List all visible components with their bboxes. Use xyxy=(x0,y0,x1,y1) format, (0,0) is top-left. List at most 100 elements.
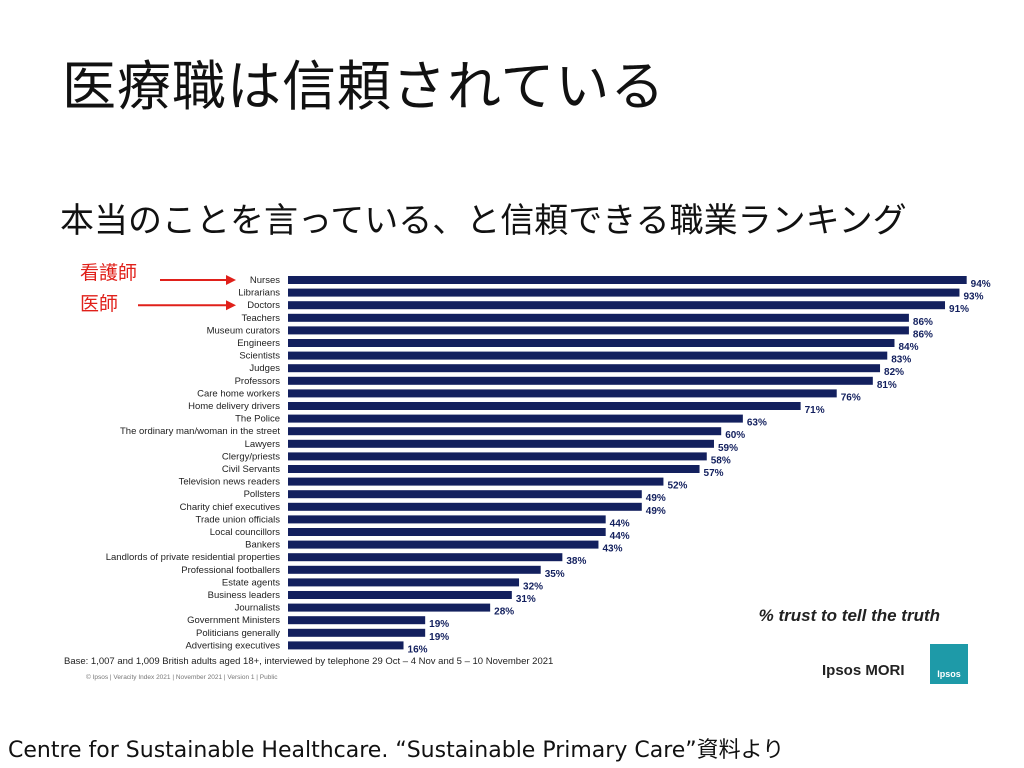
base-note: Base: 1,007 and 1,009 British adults age… xyxy=(64,656,554,667)
bar xyxy=(288,326,909,335)
bar xyxy=(288,540,599,549)
bar xyxy=(288,565,541,574)
ipsos-logo: Ipsos xyxy=(930,644,968,684)
bar xyxy=(288,528,606,536)
category-label: Estate agents xyxy=(222,577,280,588)
annotation-nurses-label: 看護師 xyxy=(80,262,138,284)
bar xyxy=(288,641,404,650)
category-label: Politicians generally xyxy=(196,628,280,639)
category-label: Doctors xyxy=(247,300,280,311)
category-label: Scientists xyxy=(239,351,280,362)
bar xyxy=(288,502,642,511)
value-label: 86% xyxy=(913,329,933,340)
category-label: Lawyers xyxy=(245,439,281,450)
category-label: Teachers xyxy=(241,313,280,324)
bar xyxy=(288,439,714,448)
bar xyxy=(288,288,960,297)
annotation-arrow-head xyxy=(226,275,236,285)
bar xyxy=(288,351,888,360)
value-label: 49% xyxy=(646,493,666,504)
bar xyxy=(288,477,664,486)
annotation-doctors-label: 医師 xyxy=(80,293,119,315)
source-citation: Centre for Sustainable Healthcare. “Sust… xyxy=(8,738,785,763)
value-label: 76% xyxy=(841,392,861,403)
value-label: 60% xyxy=(725,430,745,441)
category-label: Advertising executives xyxy=(185,640,280,651)
value-label: 59% xyxy=(718,443,738,454)
category-label: Clergy/priests xyxy=(222,451,280,462)
category-label: Pollsters xyxy=(244,489,281,500)
value-label: 19% xyxy=(429,632,449,643)
category-label: Local councillors xyxy=(210,527,280,538)
copyright-note: © Ipsos | Veracity Index 2021 | November… xyxy=(86,674,278,681)
bar xyxy=(288,515,606,524)
value-label: 71% xyxy=(805,405,825,416)
value-label: 82% xyxy=(884,367,904,378)
category-label: Museum curators xyxy=(207,325,281,336)
bar xyxy=(288,578,520,587)
value-label: 44% xyxy=(610,531,630,542)
value-label: 32% xyxy=(523,581,543,592)
value-label: 91% xyxy=(949,304,969,315)
bar xyxy=(288,427,722,436)
bar xyxy=(288,276,967,284)
value-label: 49% xyxy=(646,506,666,517)
bar xyxy=(288,376,873,385)
value-label: 43% xyxy=(602,544,622,555)
value-label: 84% xyxy=(898,342,918,353)
value-label: 58% xyxy=(711,455,731,466)
bar xyxy=(288,389,837,398)
value-label: 44% xyxy=(610,518,630,529)
category-label: Television news readers xyxy=(179,477,281,488)
bar xyxy=(288,591,512,599)
category-label: Civil Servants xyxy=(222,464,280,475)
brand-name: Ipsos MORI xyxy=(822,662,905,679)
bar xyxy=(288,339,895,347)
value-label: 28% xyxy=(494,607,514,618)
category-label: Care home workers xyxy=(197,388,280,399)
value-label: 63% xyxy=(747,418,767,429)
bar xyxy=(288,616,426,625)
logo-text: Ipsos xyxy=(937,669,961,679)
bar xyxy=(288,553,563,562)
value-label: 93% xyxy=(963,292,983,303)
value-label: 31% xyxy=(516,594,536,605)
bar xyxy=(288,490,642,499)
bar xyxy=(288,364,881,373)
bar xyxy=(288,603,491,612)
category-label: Journalists xyxy=(235,603,281,614)
value-label: 19% xyxy=(429,619,449,630)
category-label: The Police xyxy=(235,414,280,425)
category-label: The ordinary man/woman in the street xyxy=(120,426,280,437)
category-label: Bankers xyxy=(245,540,280,551)
annotation-arrow-head xyxy=(226,300,236,311)
slide-title: 医療職は信頼されている xyxy=(62,55,666,118)
value-label: 52% xyxy=(667,481,687,492)
category-label: Landlords of private residential propert… xyxy=(106,552,281,563)
trust-bar-chart: Nurses 94% Librarians 93% Doctors 91% Teachers… xyxy=(106,275,991,655)
category-label: Judges xyxy=(249,363,280,374)
category-label: Librarians xyxy=(238,288,280,299)
slide-subtitle: 本当のことを言っている、と信頼できる職業ランキング xyxy=(60,201,907,241)
category-label: Nurses xyxy=(250,275,280,286)
value-label: 16% xyxy=(408,644,428,655)
bar xyxy=(288,402,801,410)
category-label: Charity chief executives xyxy=(180,502,281,513)
chart-measure-label: % trust to tell the truth xyxy=(758,606,940,625)
category-label: Business leaders xyxy=(208,590,281,601)
bar xyxy=(288,414,743,423)
category-label: Trade union officials xyxy=(196,514,281,525)
category-label: Home delivery drivers xyxy=(188,401,280,412)
value-label: 94% xyxy=(971,279,991,290)
category-label: Government Ministers xyxy=(187,615,280,626)
value-label: 86% xyxy=(913,317,933,328)
value-label: 81% xyxy=(877,380,897,391)
value-label: 83% xyxy=(891,355,911,366)
value-label: 57% xyxy=(704,468,724,479)
bar xyxy=(288,452,707,461)
category-label: Engineers xyxy=(237,338,280,349)
bar xyxy=(288,628,426,637)
value-label: 35% xyxy=(545,569,565,580)
category-label: Professional footballers xyxy=(181,565,280,576)
value-label: 38% xyxy=(566,556,586,567)
